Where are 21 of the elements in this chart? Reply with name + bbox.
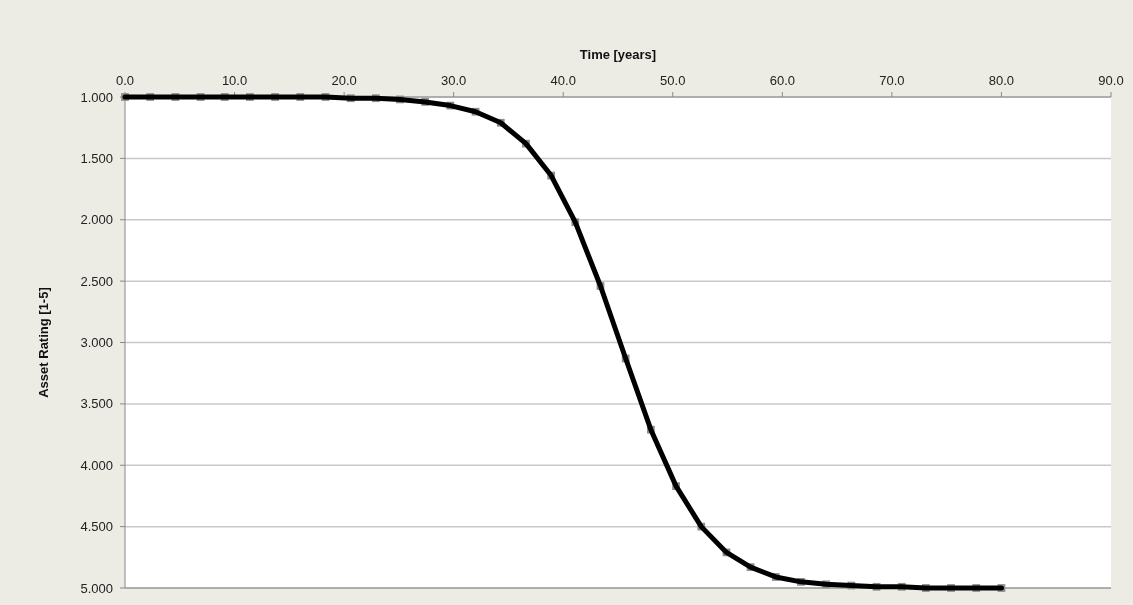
y-tick-label: 2.500: [80, 273, 113, 289]
x-tick-label: 20.0: [331, 73, 357, 88]
y-tick-label: 4.500: [80, 519, 113, 535]
y-tick-label: 2.000: [80, 212, 113, 228]
x-tick-label: 10.0: [221, 73, 248, 88]
x-axis-title: Time [years]: [579, 47, 657, 62]
x-tick-label: 0.0: [115, 73, 135, 88]
y-tick-label: 3.500: [80, 396, 113, 412]
x-tick-label: 70.0: [879, 73, 905, 88]
x-tick-label: 80.0: [988, 73, 1015, 88]
x-tick-label: 40.0: [550, 73, 576, 88]
x-tick-label: 50.0: [660, 73, 686, 88]
y-tick-label: 3.000: [80, 335, 113, 351]
y-tick-label: 1.500: [80, 150, 113, 166]
y-axis-title: Asset Rating [1-5]: [36, 287, 51, 398]
y-tick-label: 5.000: [80, 580, 113, 596]
y-tick-label: 4.000: [80, 457, 113, 473]
x-tick-label: 60.0: [769, 73, 795, 88]
y-tick-label: 1.000: [80, 89, 113, 105]
x-tick-label: 30.0: [441, 73, 467, 88]
x-tick-label: 90.0: [1098, 73, 1124, 88]
